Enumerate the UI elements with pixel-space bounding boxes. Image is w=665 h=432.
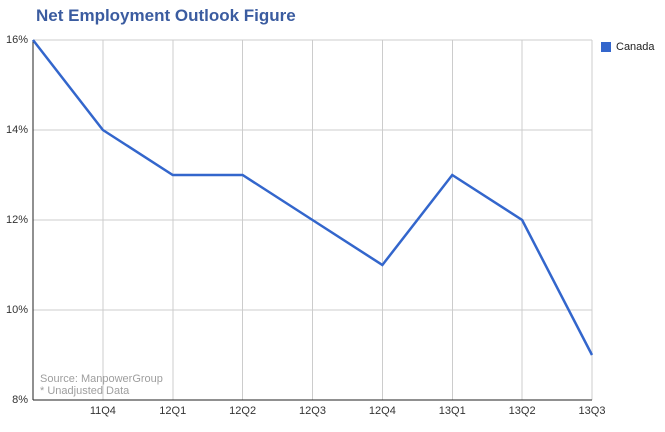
x-tick-label: 13Q2 — [508, 405, 536, 417]
legend-color-swatch — [601, 42, 611, 52]
series-line-canada — [32, 39, 594, 356]
y-tick-label: 16% — [5, 34, 28, 46]
source-note: Source: ManpowerGroup * Unadjusted Data — [40, 373, 163, 397]
unadjusted-data-line: * Unadjusted Data — [40, 384, 130, 397]
y-tick-label: 10% — [5, 304, 28, 316]
y-tick-label: 14% — [5, 124, 28, 136]
x-tick-label: 11Q4 — [89, 405, 116, 417]
source-line: Source: ManpowerGroup — [40, 373, 163, 385]
x-tick-label: 13Q3 — [578, 405, 606, 417]
x-tick-label: 12Q2 — [229, 405, 257, 417]
x-tick-label: 12Q4 — [368, 405, 396, 417]
y-tick-label: 12% — [5, 214, 28, 226]
x-tick-label: 12Q1 — [159, 405, 187, 417]
legend-label: Canada — [616, 41, 655, 53]
chart-title: Net Employment Outlook Figure — [36, 6, 296, 25]
x-tick-label: 12Q3 — [299, 405, 326, 417]
legend: Canada — [601, 41, 655, 53]
x-tick-label: 13Q1 — [438, 405, 466, 417]
y-tick-label: 8% — [12, 394, 28, 406]
